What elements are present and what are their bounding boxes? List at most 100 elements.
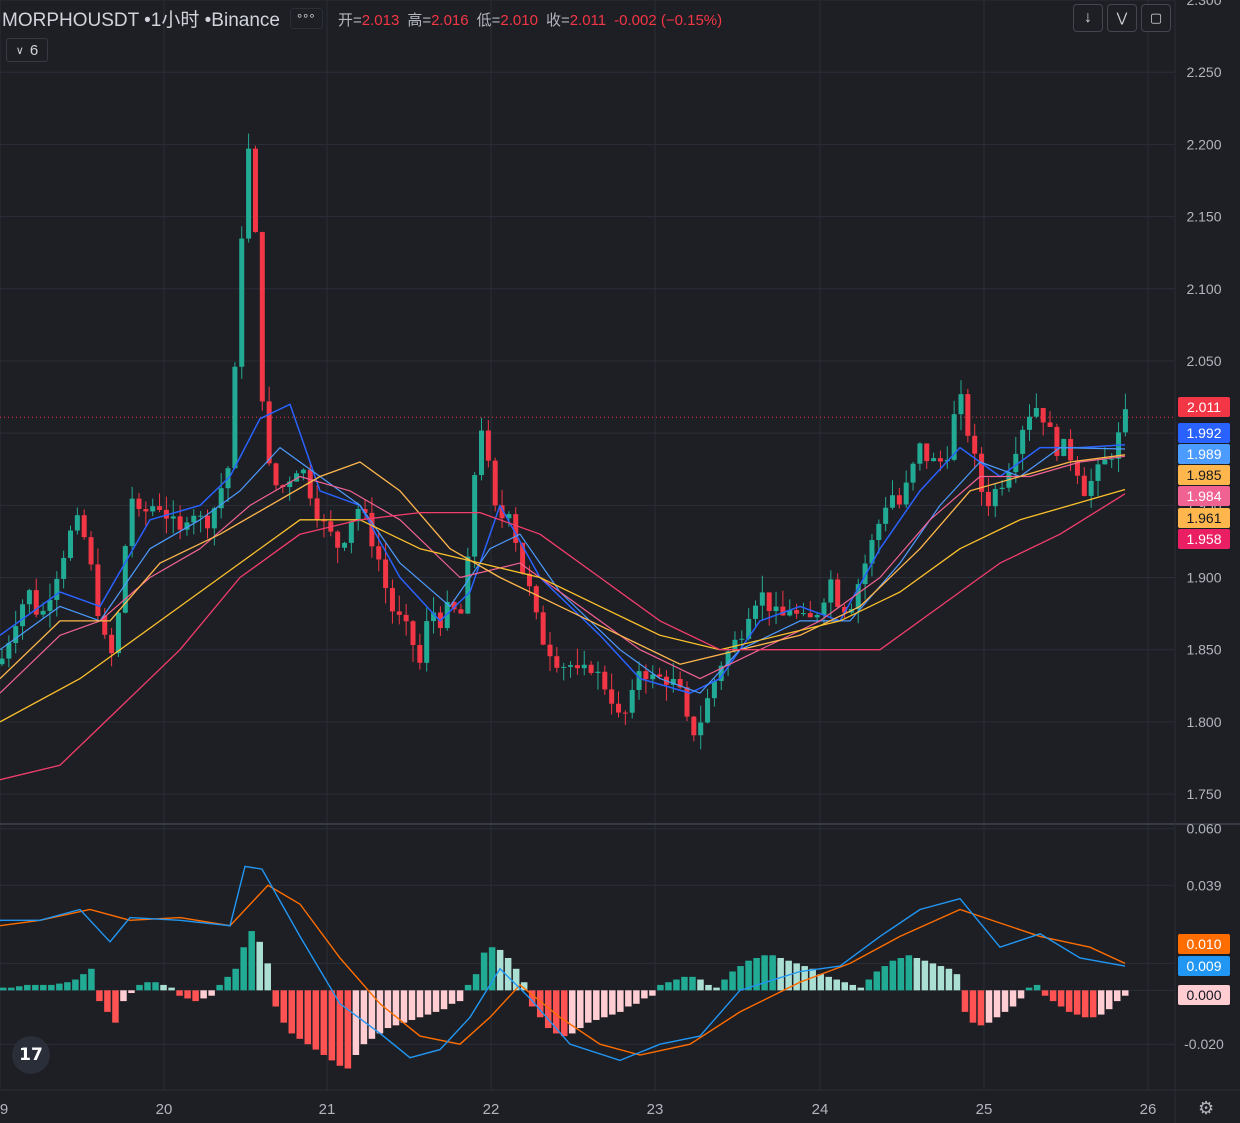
price-label-text: 1.961	[1186, 510, 1221, 526]
histogram-bar	[1009, 990, 1017, 1007]
histogram-bar	[200, 990, 207, 999]
histogram-bar	[304, 990, 312, 1045]
candle-body	[1047, 422, 1053, 427]
candle-body	[985, 491, 991, 507]
candle-body	[1109, 458, 1115, 460]
candle-body	[794, 610, 800, 614]
histogram-bar	[440, 990, 448, 1010]
candle-body	[999, 487, 1005, 489]
indicators-count: 6	[29, 41, 39, 59]
candle-body	[68, 530, 73, 558]
price-label-text: 1.958	[1186, 531, 1221, 547]
candle-body	[787, 610, 793, 616]
histogram-bar	[376, 990, 384, 1034]
candle-body	[780, 606, 786, 616]
histogram-bar	[160, 984, 167, 991]
more-options-icon[interactable]: °°°	[289, 7, 323, 29]
price-label-text: 1.992	[1186, 425, 1221, 441]
histogram-bar	[320, 990, 328, 1055]
candle-body	[417, 644, 423, 663]
histogram-bar	[969, 990, 977, 1023]
candle-body	[115, 612, 121, 654]
histogram-bar	[625, 990, 632, 1007]
ohlc-value: 2.013	[361, 12, 400, 29]
histogram-bar	[464, 984, 472, 991]
scroll-to-latest-button[interactable]: ↓	[1073, 4, 1103, 32]
candle-body	[533, 586, 539, 613]
price-label-box	[1178, 423, 1230, 443]
moving-average-line	[0, 488, 1126, 723]
candle-body	[547, 644, 553, 657]
candle-body	[705, 698, 711, 723]
histogram-bar	[593, 990, 600, 1020]
macd-tick-label: 0.060	[1186, 821, 1221, 837]
histogram-bar	[873, 971, 881, 991]
candle-body	[876, 523, 882, 541]
candle-body	[684, 687, 690, 717]
indicators-toggle[interactable]: ∨ 6	[6, 38, 48, 62]
candle-body	[903, 482, 909, 505]
histogram-bar	[929, 963, 937, 991]
macd-lines	[0, 865, 1126, 1062]
gear-icon[interactable]: ⚙	[1198, 1098, 1215, 1118]
histogram-bar	[552, 990, 560, 1034]
histogram-bar	[817, 974, 824, 991]
histogram-bar	[641, 990, 648, 999]
histogram-bar	[1049, 990, 1057, 1002]
candle-body	[691, 716, 697, 736]
histogram-bar	[801, 966, 808, 991]
candle-body	[424, 621, 430, 663]
histogram-bar	[344, 990, 352, 1069]
candle-body	[896, 495, 902, 505]
histogram-bar	[961, 990, 969, 1012]
histogram-bar	[216, 984, 223, 991]
candle-body	[670, 678, 676, 685]
histogram-bar	[945, 968, 953, 991]
histogram-bar	[993, 990, 1001, 1018]
candle-body	[979, 453, 985, 492]
candle-body	[807, 613, 813, 618]
histogram-bar	[392, 990, 400, 1026]
ohlc-key: 开=	[338, 12, 362, 29]
histogram-bar	[937, 966, 945, 991]
histogram-bar	[1001, 990, 1009, 1012]
arrow-down-icon: ↓	[1084, 9, 1092, 26]
candle-body	[855, 584, 861, 610]
candle-body	[0, 658, 5, 665]
candle-body	[13, 626, 19, 644]
histogram-bar	[1057, 990, 1065, 1007]
candle-body	[47, 599, 53, 611]
fullscreen-icon: ▢	[1149, 10, 1163, 25]
fullscreen-button[interactable]: ▢	[1141, 4, 1171, 32]
histogram-bar	[504, 958, 512, 991]
collapse-button[interactable]: ⋁	[1107, 4, 1137, 32]
candle-body	[300, 469, 306, 474]
price-label-box	[1178, 486, 1230, 506]
histogram-bar	[480, 952, 488, 991]
symbol-title[interactable]: MORPHOUSDT •1小时 •Binance	[2, 9, 280, 31]
price-tick-label: 2.200	[1186, 136, 1221, 152]
price-label-text: 1.985	[1186, 467, 1221, 483]
candle-body	[321, 519, 327, 522]
histogram-bar	[368, 990, 376, 1039]
tradingview-logo[interactable]: 17	[12, 1036, 50, 1074]
candle-body	[526, 573, 532, 587]
candle-body	[800, 613, 806, 615]
histogram-bar	[1081, 990, 1089, 1018]
histogram-bar	[721, 979, 728, 991]
candle-body	[540, 612, 546, 645]
price-label-box	[1178, 397, 1230, 417]
time-tick-label: 9	[0, 1101, 8, 1118]
moving-average-line	[0, 454, 1126, 680]
candle-body	[20, 604, 26, 627]
candle-body	[616, 703, 621, 713]
histogram-bar	[809, 968, 816, 991]
candle-body	[828, 579, 834, 603]
histogram-bar	[1017, 990, 1025, 999]
histogram-bar	[977, 990, 985, 1026]
candle-body	[629, 689, 635, 713]
price-tick-label: 2.250	[1186, 64, 1221, 80]
histogram-bar	[777, 958, 784, 991]
